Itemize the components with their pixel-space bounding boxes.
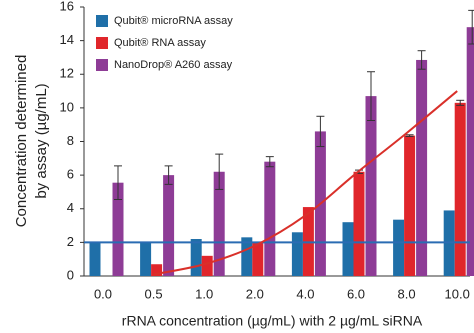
bar: [393, 219, 405, 276]
bar: [241, 237, 253, 276]
bar: [404, 135, 416, 276]
bar: [163, 175, 175, 276]
error-bar: [367, 71, 375, 121]
error-bar: [417, 50, 426, 70]
y-axis-label: by assay (µg/mL): [33, 83, 50, 198]
bar: [252, 242, 264, 276]
bar: [112, 182, 124, 276]
legend-label: Qubit® RNA assay: [114, 37, 206, 49]
bar: [140, 242, 152, 276]
bar: [89, 242, 101, 276]
legend-label: Qubit® microRNA assay: [114, 15, 233, 27]
error-bar: [114, 165, 122, 201]
error-bar: [468, 9, 474, 45]
x-tick-label: 1.0: [195, 286, 213, 301]
bar: [151, 264, 163, 276]
error-bar: [456, 99, 465, 106]
x-axis-label: rRNA concentration (µg/mL) with 2 µg/mL …: [122, 313, 423, 329]
y-axis-label: Concentration determined: [13, 55, 30, 228]
x-tick-label: 0.5: [145, 286, 163, 301]
bar: [353, 171, 365, 276]
y-tick-label: 0: [67, 267, 74, 282]
x-tick-label: 6.0: [347, 286, 365, 301]
error-bar: [265, 156, 274, 168]
y-tick-label: 2: [67, 234, 74, 249]
bar: [264, 161, 276, 276]
bar: [365, 96, 377, 276]
bar: [201, 255, 213, 276]
y-tick-label: 4: [67, 200, 74, 215]
x-tick-label: 8.0: [398, 286, 416, 301]
bar: [342, 222, 354, 276]
x-tick-label: 4.0: [296, 286, 314, 301]
bar: [416, 59, 428, 276]
x-tick-label: 0.0: [94, 286, 112, 301]
bar: [291, 232, 303, 276]
error-bar: [215, 153, 224, 190]
x-tick-label: 10.0: [445, 286, 470, 301]
legend-swatch: [96, 15, 108, 27]
error-bar: [164, 165, 173, 185]
bar: [190, 239, 202, 276]
y-tick-label: 12: [60, 66, 74, 81]
trend-line: [153, 90, 458, 276]
y-tick-label: 16: [60, 0, 74, 13]
legend-swatch: [96, 59, 108, 71]
y-tick-label: 8: [67, 133, 74, 148]
y-tick-label: 14: [60, 32, 74, 47]
x-tick-label: 2.0: [246, 286, 264, 301]
y-tick-label: 6: [67, 167, 74, 182]
bar: [454, 102, 466, 276]
bar: [466, 27, 474, 276]
bar: [213, 171, 225, 276]
error-bar: [316, 115, 325, 148]
legend-label: NanoDrop® A260 assay: [114, 59, 233, 71]
y-tick-label: 10: [60, 99, 74, 114]
error-bar: [405, 134, 414, 137]
legend-swatch: [96, 37, 108, 49]
